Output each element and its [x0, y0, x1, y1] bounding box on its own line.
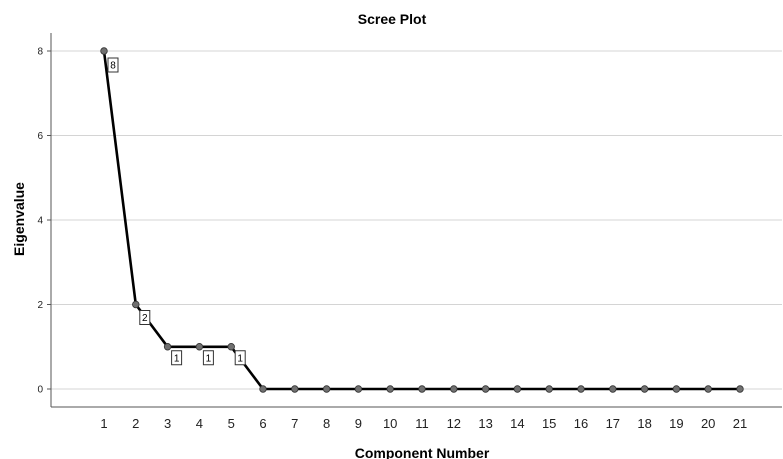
data-label-box	[107, 57, 119, 73]
data-point	[418, 385, 426, 393]
x-tick-label: 19	[669, 416, 683, 431]
axes	[47, 33, 782, 408]
x-axis-label: Component Number	[355, 445, 490, 459]
data-label: 2	[142, 313, 148, 324]
x-tick-label: 21	[733, 416, 747, 431]
data-label: 1	[174, 353, 180, 364]
data-point	[100, 47, 108, 55]
y-tick-label: 0	[37, 385, 43, 396]
x-tick-labels: 1 2 3 4 5 6 7 8 9 10 11 12 13 14 15 16 17 18 19 20 21	[100, 416, 747, 431]
data-point	[545, 385, 553, 393]
x-tick-label: 9	[355, 416, 362, 431]
x-tick-label: 2	[132, 416, 139, 431]
y-tick-labels: 0 2 4 6 8	[37, 47, 43, 396]
x-tick-label: 7	[291, 416, 298, 431]
y-tick-label: 6	[37, 131, 43, 142]
x-tick-label: 12	[447, 416, 461, 431]
data-point	[163, 343, 172, 351]
data-point	[291, 385, 299, 393]
data-point	[672, 385, 681, 393]
x-tick-label: 20	[701, 416, 715, 431]
data-point	[736, 385, 744, 393]
data-point	[227, 343, 235, 351]
x-tick-label: 15	[542, 416, 556, 431]
data-point	[386, 385, 394, 393]
data-point	[481, 385, 490, 393]
x-tick-label: 6	[259, 416, 266, 431]
data-point	[132, 300, 140, 309]
data-label-box	[202, 350, 214, 366]
x-tick-label: 18	[637, 416, 651, 431]
x-tick-label: 8	[323, 416, 330, 431]
x-tick-label: 13	[478, 416, 492, 431]
data-label-box	[139, 310, 151, 325]
data-point	[704, 385, 712, 393]
chart-title: Scree Plot	[358, 11, 427, 27]
data-point	[354, 385, 363, 393]
series-points	[100, 47, 744, 393]
x-tick-label: 16	[574, 416, 588, 431]
data-label: 1	[206, 353, 212, 364]
x-tick-label: 3	[164, 416, 171, 431]
x-tick-label: 17	[606, 416, 620, 431]
x-tick-label: 10	[383, 416, 397, 431]
x-tick-label: 5	[228, 416, 235, 431]
data-point	[609, 385, 617, 393]
y-axis-label: Eigenvalue	[11, 182, 27, 256]
data-label: 1	[237, 353, 243, 364]
y-tick-label: 4	[37, 216, 43, 227]
data-point	[322, 385, 331, 393]
y-tick-label: 8	[37, 47, 43, 58]
x-tick-label: 14	[510, 416, 524, 431]
data-point	[259, 385, 267, 393]
data-label: 8	[110, 61, 116, 72]
data-point	[640, 385, 649, 393]
data-label-box	[234, 350, 246, 366]
data-label-box	[171, 350, 183, 366]
data-point	[577, 385, 585, 393]
x-tick-label: 11	[415, 416, 429, 431]
data-point	[450, 385, 458, 393]
y-tick-label: 2	[37, 300, 43, 311]
data-point	[195, 343, 204, 351]
x-tick-label: 4	[196, 416, 203, 431]
data-labels: 8 2 1 1 1	[107, 57, 246, 366]
data-point	[513, 385, 522, 393]
x-tick-label: 1	[100, 416, 107, 431]
